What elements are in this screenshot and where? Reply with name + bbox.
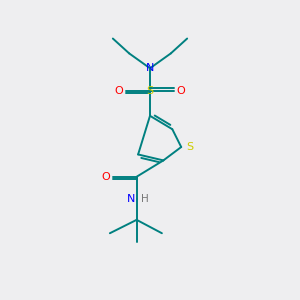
- Text: O: O: [114, 85, 123, 96]
- Text: O: O: [177, 85, 186, 96]
- Text: H: H: [141, 194, 149, 204]
- Text: N: N: [127, 194, 135, 204]
- Text: N: N: [146, 63, 154, 73]
- Text: S: S: [186, 142, 193, 152]
- Text: O: O: [101, 172, 110, 182]
- Text: S: S: [146, 85, 154, 96]
